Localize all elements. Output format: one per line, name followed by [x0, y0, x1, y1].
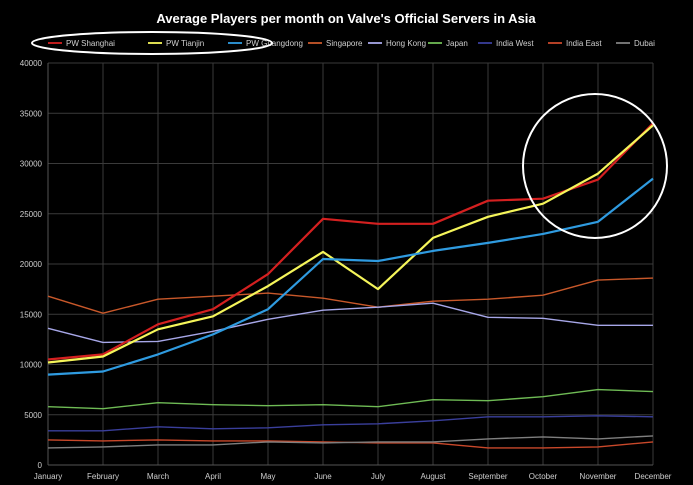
- legend-label-japan: Japan: [446, 39, 468, 48]
- series-line-pw-guangdong: [47, 177, 654, 376]
- series-line-hong-kong: [47, 302, 653, 344]
- x-tick-label: September: [468, 472, 507, 481]
- series-line-singapore: [47, 277, 654, 314]
- series-line-india-west: [48, 415, 654, 432]
- x-tick-label: July: [371, 472, 385, 481]
- y-tick-label: 25000: [20, 210, 43, 219]
- legend-label-pw-tianjin: PW Tianjin: [166, 39, 204, 48]
- legend-label-india-east: India East: [566, 39, 602, 48]
- y-tick-label: 40000: [20, 59, 43, 68]
- legend-label-india-west: India West: [496, 39, 534, 48]
- x-tick-label: November: [580, 472, 617, 481]
- legend-label-hong-kong: Hong Kong: [386, 39, 426, 48]
- legend-label-dubai: Dubai: [634, 39, 655, 48]
- x-tick-label: January: [34, 472, 62, 481]
- series-line-dubai: [47, 435, 654, 449]
- trend-highlight-circle: [522, 93, 668, 239]
- legend-highlight-ellipse: [31, 31, 273, 55]
- x-tick-label: April: [205, 472, 221, 481]
- grid-layer: [47, 62, 654, 466]
- y-tick-label: 35000: [20, 109, 43, 118]
- series-layer: [47, 122, 654, 449]
- y-tick-label: 5000: [24, 411, 42, 420]
- y-tick-label: 30000: [20, 160, 43, 169]
- x-tick-label: June: [314, 472, 332, 481]
- x-tick-label: October: [529, 472, 558, 481]
- y-tick-label: 20000: [20, 260, 43, 269]
- chart-title: Average Players per month on Valve's Off…: [156, 11, 536, 26]
- legend: PW Shanghai PW Tianjin PW Guangdong Singapo…: [48, 39, 655, 48]
- x-tick-label: March: [147, 472, 169, 481]
- axis-layer: 0 5000 10000 15000 20000 25000 30000 35000 40000…: [20, 59, 672, 481]
- series-line-pw-shanghai: [47, 122, 654, 361]
- series-line-japan: [47, 388, 654, 410]
- legend-label-pw-guangdong: PW Guangdong: [246, 39, 303, 48]
- x-tick-label: December: [635, 472, 672, 481]
- series-line-pw-tianjin: [47, 124, 654, 364]
- legend-label-pw-shanghai: PW Shanghai: [66, 39, 115, 48]
- y-tick-label: 10000: [20, 361, 43, 370]
- x-tick-label: August: [421, 472, 447, 481]
- y-tick-label: 15000: [20, 310, 43, 319]
- legend-label-singapore: Singapore: [326, 39, 363, 48]
- y-tick-label: 0: [38, 461, 43, 470]
- x-tick-label: February: [87, 472, 119, 481]
- annotation-layer: [31, 31, 668, 239]
- x-tick-label: May: [260, 472, 275, 481]
